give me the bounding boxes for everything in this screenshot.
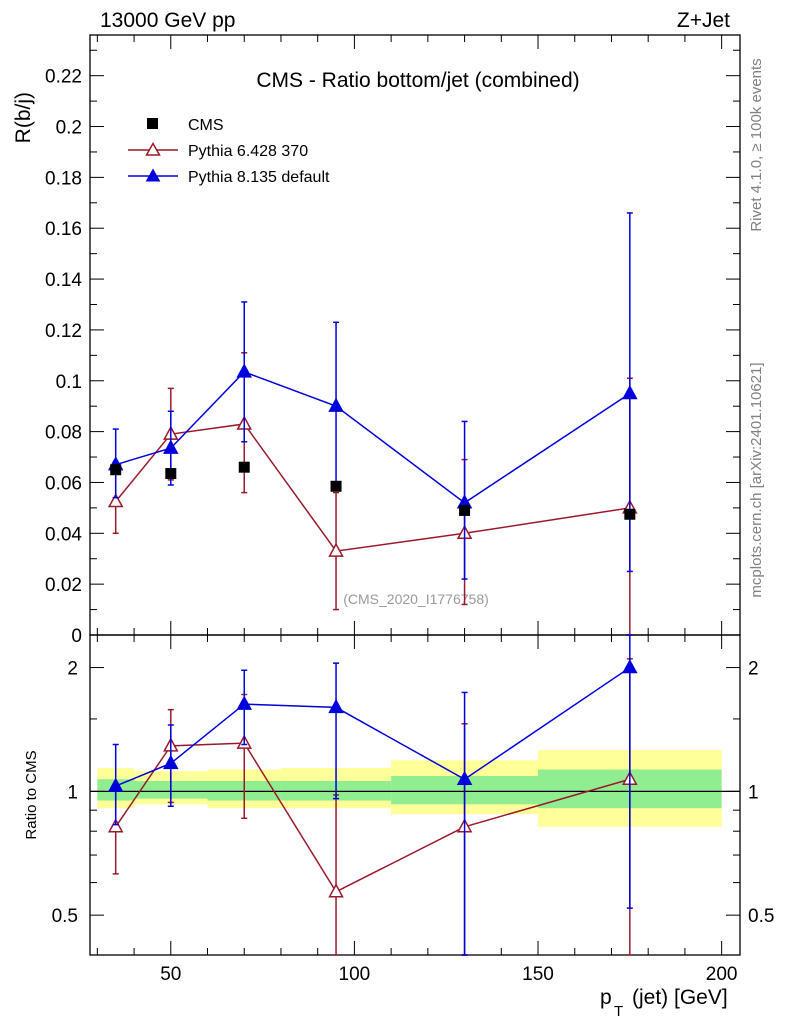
uncertainty-bands xyxy=(97,750,722,827)
pythia6-ratio-point xyxy=(328,883,344,898)
y-tick-label: 0.12 xyxy=(45,321,82,342)
pythia6-line xyxy=(115,423,630,552)
y-tick-label: 0.16 xyxy=(45,219,82,240)
x-axis-label-p: p xyxy=(600,986,612,1009)
pythia8-point xyxy=(328,397,344,412)
pythia8-point xyxy=(236,363,252,378)
rivet-label: Rivet 4.1.0, ≥ 100k events xyxy=(748,58,765,231)
legend: CMS Pythia 6.428 370 Pythia 8.135 defaul… xyxy=(128,117,330,186)
pythia6-ratio-point xyxy=(107,818,124,833)
pythia6-point xyxy=(328,542,344,557)
y-tick-label: 0.06 xyxy=(45,473,82,494)
legend-label-pythia8: Pythia 8.135 default xyxy=(188,169,330,186)
x-tick-label: 50 xyxy=(160,964,181,985)
x-tick-label: 150 xyxy=(522,964,554,985)
axes: 50 100 150 200 0 0.02 0.04 0.06 0.08 0.1 0.12 0.14 0… xyxy=(45,35,774,985)
y-tick-label: 0.04 xyxy=(45,524,82,545)
pythia8-ratio-point xyxy=(328,698,344,714)
pythia8-ratio-point xyxy=(456,770,473,786)
y-axis-label: R(b/j) xyxy=(12,92,35,143)
ratio-plot-frame xyxy=(89,634,741,956)
x-axis-label: p T (jet) [GeV] xyxy=(600,986,728,1020)
pythia8-ratio-point xyxy=(107,777,124,792)
pythia8-line xyxy=(115,370,631,504)
y-tick-label: 0.02 xyxy=(45,575,82,596)
y-tick-label: 0.08 xyxy=(45,423,82,444)
cms-point xyxy=(238,461,250,473)
legend-marker-pythia8 xyxy=(145,168,161,182)
pythia8-ratio-line xyxy=(115,666,631,787)
energy-label: 13000 GeV pp xyxy=(100,9,235,32)
cms-point xyxy=(459,504,471,516)
chart-title: CMS - Ratio bottom/jet (combined) xyxy=(256,69,579,92)
cms-point xyxy=(165,468,177,480)
ratio-tick-label-right: 0.5 xyxy=(748,906,774,927)
pythia6-point xyxy=(107,492,124,508)
cms-point xyxy=(624,508,636,520)
data-marks xyxy=(107,212,638,956)
cms-point xyxy=(110,464,122,476)
x-tick-label: 100 xyxy=(339,964,371,985)
ratio-y-axis-label: Ratio to CMS xyxy=(23,750,40,839)
ratio-tick-label-left: 1 xyxy=(67,782,78,803)
pythia8-ratio-point xyxy=(163,754,179,770)
pythia6-ratio-line xyxy=(115,742,631,893)
pythia8-point xyxy=(163,439,179,454)
ratio-tick-label-right: 1 xyxy=(748,782,759,803)
process-label: Z+Jet xyxy=(677,9,730,32)
y-tick-label: 0.14 xyxy=(45,270,82,291)
ratio-tick-label-left: 0.5 xyxy=(52,906,78,927)
legend-label-cms: CMS xyxy=(188,117,224,134)
analysis-watermark: (CMS_2020_I1776758) xyxy=(343,591,489,607)
pythia8-ratio-point xyxy=(236,695,252,710)
x-axis-label-sub: T xyxy=(614,1003,623,1020)
pythia8-ratio-point xyxy=(622,658,638,674)
legend-label-pythia6: Pythia 6.428 370 xyxy=(188,143,308,160)
y-tick-label: 0.22 xyxy=(45,67,82,88)
ratio-tick-label-left: 2 xyxy=(67,659,78,680)
y-tick-label: 0.18 xyxy=(45,168,82,189)
mcplots-label: mcplots.cern.ch [arXiv:2401.10621] xyxy=(748,362,765,597)
y-tick-label: 0.2 xyxy=(56,118,82,139)
pythia8-point xyxy=(622,384,638,400)
x-tick-label: 200 xyxy=(706,964,738,985)
y-tick-label: 0 xyxy=(71,626,82,647)
y-tick-label: 0.1 xyxy=(56,372,82,393)
x-axis-label-rest: (jet) [GeV] xyxy=(632,986,728,1009)
legend-marker-pythia6 xyxy=(145,141,161,156)
legend-marker-cms xyxy=(147,118,158,129)
ratio-tick-label-right: 2 xyxy=(748,659,759,680)
cms-point xyxy=(330,480,342,492)
